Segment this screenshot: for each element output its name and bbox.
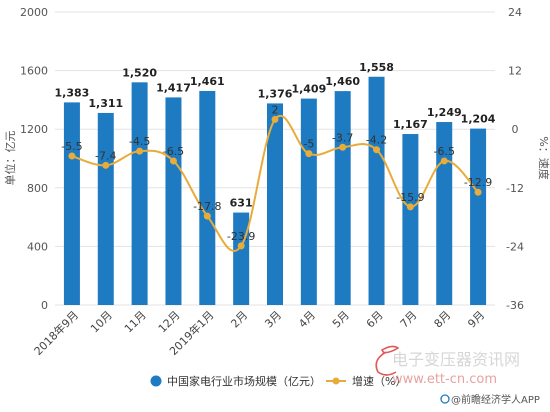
- bar-value-label: 1,520: [122, 66, 157, 79]
- x-tick-label: 7月: [398, 309, 420, 331]
- line-point: [373, 146, 381, 154]
- bar: [131, 82, 148, 305]
- y-tick-label: 2000: [20, 6, 48, 19]
- bar: [233, 212, 250, 305]
- line-value-label: -5: [303, 138, 314, 151]
- x-tick-label: 10月: [88, 309, 115, 336]
- source-logo-icon: [440, 394, 450, 404]
- line-value-label: 2: [272, 103, 279, 116]
- bar: [97, 112, 114, 305]
- y-tick-label: 1600: [20, 65, 48, 78]
- line-point: [271, 115, 279, 123]
- y2-tick-label: -24: [506, 240, 524, 253]
- line-value-label: -23.9: [227, 230, 255, 243]
- bar-value-label: 1,461: [190, 75, 225, 88]
- line-point: [136, 147, 144, 155]
- y2-axis-label: %：速度: [537, 136, 550, 179]
- bar: [165, 97, 182, 305]
- line-point: [305, 150, 313, 158]
- y-axis-ticks: 0 400 800 1200 1600 2000: [20, 6, 48, 312]
- bar: [300, 98, 317, 305]
- y2-tick-label: -36: [506, 299, 524, 312]
- y-tick-label: 400: [27, 240, 48, 253]
- bar-value-label: 1,204: [461, 113, 496, 126]
- y-tick-label: 800: [27, 182, 48, 195]
- watermark: 电子变压器资讯网 www.ett-cn.com @前瞻经济学人APP: [375, 345, 540, 406]
- y-tick-label: 1200: [20, 123, 48, 136]
- x-tick-label: 2月: [228, 309, 250, 331]
- bar-value-label: 1,376: [258, 87, 293, 100]
- line-series: [68, 115, 482, 252]
- bar-series: [63, 76, 487, 306]
- bar: [63, 102, 80, 305]
- legend: 中国家电行业市场规模（亿元） 增速（%）: [150, 374, 406, 388]
- watermark-site-url: www.ett-cn.com: [392, 372, 497, 387]
- line-point: [237, 242, 245, 250]
- y2-tick-label: 12: [508, 65, 522, 78]
- line-value-label: -4.2: [366, 134, 387, 147]
- x-tick-label: 11月: [122, 309, 149, 336]
- x-tick-label: 6月: [364, 309, 386, 331]
- line-point: [169, 157, 177, 165]
- bar: [470, 128, 487, 305]
- line-value-label: -5.5: [61, 140, 82, 153]
- bar-value-label: 1,460: [325, 75, 360, 88]
- legend-bar-marker: [150, 375, 162, 387]
- watermark-site-name: 电子变压器资讯网: [392, 350, 520, 369]
- legend-line-label: 增速（%）: [352, 374, 406, 388]
- bar: [368, 76, 385, 306]
- bar: [334, 91, 351, 305]
- line-point: [406, 203, 414, 211]
- line-point: [102, 161, 110, 169]
- x-tick-label: 12月: [156, 309, 183, 336]
- x-tick-label: 9月: [465, 309, 487, 331]
- bar: [402, 134, 419, 305]
- line-value-label: -7.4: [95, 149, 116, 162]
- bar-value-label: 1,311: [88, 97, 123, 110]
- source-label: @前瞻经济学人APP: [451, 393, 540, 406]
- line-point: [203, 212, 211, 220]
- y-axis-label: 单位：亿元: [3, 131, 17, 186]
- x-tick-label: 5月: [330, 309, 352, 331]
- line-point: [440, 157, 448, 165]
- bar-value-label: 1,249: [427, 106, 462, 119]
- y2-tick-label: -12: [506, 182, 524, 195]
- line-value-label: -6.5: [433, 145, 454, 158]
- x-tick-label: 3月: [262, 309, 284, 331]
- bar-value-label: 1,383: [55, 86, 90, 99]
- bar-value-label: 1,558: [359, 61, 394, 74]
- line-data-labels: -5.5 -7.4 -4.5 -6.5 -17.8 -23.9 2 -5 -3.7 -4.2 -15…: [61, 103, 492, 242]
- bar-value-label: 1,417: [156, 81, 191, 94]
- y2-axis-ticks: -36 -24 -12 0 12 24: [506, 6, 524, 312]
- y2-tick-label: 0: [512, 123, 519, 136]
- line-value-label: -12.9: [464, 176, 492, 189]
- legend-line-dot: [332, 377, 340, 385]
- line-point: [474, 188, 482, 196]
- y2-tick-label: 24: [508, 6, 522, 19]
- bar: [436, 122, 453, 305]
- watermark-logo-icon: [375, 345, 400, 376]
- line-value-label: -15.9: [396, 191, 424, 204]
- line-point: [339, 143, 347, 151]
- line-point: [68, 152, 76, 160]
- y-tick-label: 0: [41, 299, 48, 312]
- bar-value-label: 1,167: [393, 118, 428, 131]
- x-tick-label: 4月: [296, 309, 318, 331]
- line-value-label: -3.7: [332, 131, 353, 144]
- legend-bar-label: 中国家电行业市场规模（亿元）: [167, 374, 321, 388]
- bar-value-label: 1,409: [291, 83, 326, 96]
- x-tick-label: 2018年9月: [31, 308, 81, 358]
- line-value-label: -17.8: [193, 200, 221, 213]
- bar: [267, 103, 283, 305]
- bar-value-label: 631: [230, 197, 253, 210]
- bar: [199, 90, 216, 305]
- line-value-label: -6.5: [163, 145, 184, 158]
- x-tick-label: 8月: [432, 309, 454, 331]
- line-value-label: -4.5: [129, 135, 150, 148]
